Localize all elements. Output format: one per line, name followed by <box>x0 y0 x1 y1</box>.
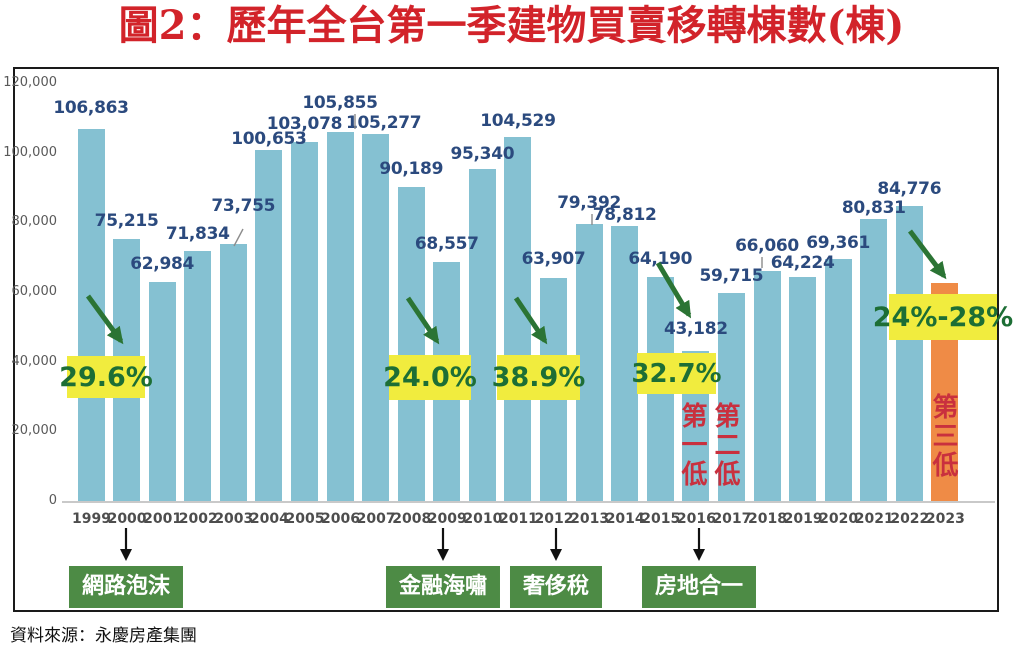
x-axis-year-2011: 2011 <box>498 511 538 527</box>
x-axis-year-2004: 2004 <box>249 511 289 527</box>
y-axis-tick-label: 120,000 <box>3 75 57 90</box>
bar-2010 <box>468 168 496 501</box>
x-axis-year-2023: 2023 <box>925 511 965 527</box>
y-axis-tick-label: 40,000 <box>11 353 58 369</box>
x-axis-year-2015: 2015 <box>641 511 681 527</box>
x-axis-year-2005: 2005 <box>285 511 325 527</box>
drop-percentage-2000: 29.6% <box>59 356 153 398</box>
x-axis-year-2000: 2000 <box>107 511 147 527</box>
x-axis-year-2014: 2014 <box>605 511 645 527</box>
bar-2007 <box>362 134 390 501</box>
value-label-2006: 105,855 <box>302 93 378 114</box>
y-axis-tick-label: 100,000 <box>3 144 57 160</box>
bar-1999 <box>77 128 105 501</box>
value-label-2005: 103,078 <box>266 113 343 134</box>
event-label-2000: 網路泡沫 <box>68 566 184 608</box>
x-axis-year-2021: 2021 <box>854 511 894 527</box>
x-axis-year-2022: 2022 <box>890 511 930 527</box>
x-axis-year-2006: 2006 <box>321 511 361 527</box>
value-label-2004: 100,653 <box>231 129 307 150</box>
value-label-2007: 105,277 <box>345 113 422 134</box>
source-note: 資料來源：永慶房產集團 <box>10 626 197 646</box>
value-label-2009: 68,557 <box>414 234 479 255</box>
x-axis-year-2012: 2012 <box>534 511 574 527</box>
x-axis-year-2013: 2013 <box>570 511 610 527</box>
y-axis-tick-label: 0 <box>48 493 57 508</box>
bar-2017 <box>717 292 745 501</box>
x-axis-year-1999: 1999 <box>72 511 111 527</box>
value-label-2010: 95,340 <box>450 143 515 164</box>
y-axis-tick-label: 20,000 <box>11 423 58 439</box>
bar-2003 <box>219 244 247 501</box>
bar-2021 <box>860 219 888 501</box>
bar-2013 <box>575 224 603 501</box>
value-label-2000: 75,215 <box>94 211 159 231</box>
drop-percentage-2012: 38.9% <box>492 355 585 400</box>
y-axis-tick-label: 60,000 <box>11 284 58 299</box>
x-axis-year-2009: 2009 <box>427 511 467 527</box>
value-label-2001: 62,984 <box>130 253 195 274</box>
value-label-2022: 84,776 <box>877 178 942 199</box>
value-label-2020: 69,361 <box>806 233 871 254</box>
value-label-2013: 79,392 <box>557 193 622 214</box>
y-axis-tick-label: 80,000 <box>11 214 58 230</box>
drop-percentage-2023: 24%-28% <box>873 294 1013 340</box>
x-axis-year-2003: 2003 <box>214 511 254 527</box>
x-axis-year-2020: 2020 <box>819 511 859 527</box>
value-label-2002: 71,834 <box>165 223 230 244</box>
drop-percentage-2016: 32.7% <box>631 353 722 394</box>
bar-2019 <box>789 277 817 501</box>
x-axis-year-2007: 2007 <box>356 511 396 527</box>
value-label-1999: 106,863 <box>53 97 129 118</box>
chart-title: 圖2：歷年全台第一季建物買賣移轉棟數(棟) <box>118 2 905 49</box>
bar-2005 <box>290 141 318 501</box>
value-label-2012: 63,907 <box>521 249 586 270</box>
x-axis-baseline <box>62 501 995 503</box>
bar-2011 <box>504 136 532 501</box>
bar-2008 <box>397 186 425 501</box>
x-axis-year-2017: 2017 <box>712 511 752 527</box>
bar-2006 <box>326 132 354 501</box>
bar-2022 <box>895 205 923 501</box>
value-label-2014: 78,812 <box>592 205 657 226</box>
bar-2002 <box>184 250 212 501</box>
x-axis-year-2016: 2016 <box>676 511 716 527</box>
value-label-2003: 73,755 <box>211 196 276 217</box>
event-label-2009: 金融海嘯 <box>385 566 501 608</box>
value-label-2021: 80,831 <box>841 198 906 219</box>
x-axis-year-2001: 2001 <box>143 511 183 527</box>
value-label-2011: 104,529 <box>480 110 556 131</box>
value-label-2016: 43,182 <box>663 318 728 339</box>
x-axis-year-2008: 2008 <box>392 511 432 527</box>
rank-label-2023: 第三低 <box>928 393 958 480</box>
bar-2001 <box>148 281 176 501</box>
value-label-2008: 90,189 <box>379 158 444 179</box>
x-axis-year-2019: 2019 <box>783 511 823 527</box>
event-label-2012: 奢侈稅 <box>509 566 603 608</box>
x-axis-year-2018: 2018 <box>748 511 787 527</box>
bar-2018 <box>753 270 781 501</box>
x-axis-year-2010: 2010 <box>463 511 503 527</box>
value-label-2017: 59,715 <box>699 265 764 286</box>
drop-percentage-2009: 24.0% <box>383 355 477 400</box>
rank-label-2016: 第一低 <box>677 402 707 489</box>
value-label-2018: 66,060 <box>735 235 799 256</box>
bar-2004 <box>255 150 283 501</box>
bar-2020 <box>824 259 852 501</box>
event-label-2016: 房地合一 <box>641 566 757 608</box>
value-label-2019: 64,224 <box>770 253 835 274</box>
rank-label-2017: 第二低 <box>710 402 740 489</box>
value-label-2015: 64,190 <box>628 249 693 270</box>
x-axis-year-2002: 2002 <box>178 511 218 527</box>
bar-2014 <box>611 226 639 501</box>
